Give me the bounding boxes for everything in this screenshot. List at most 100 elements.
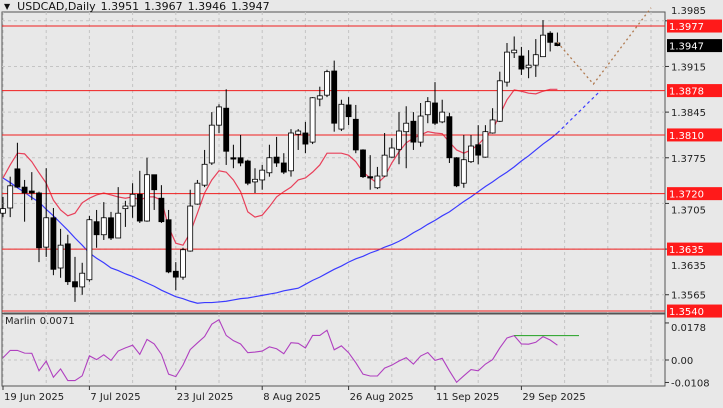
indicator-label: Marlin 0.0071 xyxy=(5,316,75,327)
indicator-axis-label: -0.0108 xyxy=(671,378,710,389)
bearish-candle xyxy=(475,144,482,156)
bullish-candle xyxy=(324,71,330,96)
bearish-candle xyxy=(280,162,287,173)
bullish-candle xyxy=(396,130,402,150)
bearish-candle xyxy=(136,193,143,222)
date-axis-label: 11 Sep 2025 xyxy=(436,392,499,403)
open-value: 1.3951 xyxy=(100,0,140,13)
symbol-timeframe: USDCAD,Daily xyxy=(17,0,96,13)
bullish-candle xyxy=(496,80,503,122)
level-price-label-box xyxy=(667,187,722,201)
forecast-path-line xyxy=(556,7,652,86)
main-price-panel[interactable] xyxy=(1,11,666,314)
bullish-candle xyxy=(338,103,345,130)
price-axis-label: 1.3635 xyxy=(671,261,706,272)
triangle-down-icon[interactable]: ▼ xyxy=(4,2,11,11)
bullish-candle xyxy=(43,217,50,248)
level-price-label-box xyxy=(667,242,722,256)
bearish-candle xyxy=(410,120,417,143)
bullish-candle xyxy=(532,54,539,66)
bullish-candle xyxy=(201,163,208,186)
bullish-candle xyxy=(439,111,446,123)
date-axis-label: 23 Jul 2025 xyxy=(177,392,234,403)
bearish-candle xyxy=(165,219,172,273)
bullish-candle xyxy=(374,175,381,189)
bullish-candle xyxy=(525,64,532,69)
level-price-label: 1.3720 xyxy=(669,190,704,201)
level-price-label: 1.3878 xyxy=(669,87,704,98)
bearish-candle xyxy=(360,149,366,178)
bullish-candle xyxy=(540,34,546,58)
date-axis-label: 8 Aug 2025 xyxy=(263,392,321,403)
marlin-oscillator-line xyxy=(2,318,558,384)
bullish-candle xyxy=(252,178,258,183)
level-price-label: 1.3810 xyxy=(669,131,704,142)
date-axis-label: 19 Jun 2025 xyxy=(4,392,64,403)
bullish-candle xyxy=(216,106,222,126)
bullish-candle xyxy=(424,101,431,116)
current-price-label: 1.3947 xyxy=(669,42,704,53)
bullish-candle xyxy=(259,169,266,181)
bullish-candle xyxy=(288,132,294,172)
bearish-candle xyxy=(28,190,35,194)
indicator-name: Marlin xyxy=(5,316,36,327)
bearish-candle xyxy=(446,116,453,159)
date-axis-label: 26 Aug 2025 xyxy=(350,392,414,403)
bearish-candle xyxy=(453,157,460,187)
bearish-candle xyxy=(93,221,100,236)
bearish-candle xyxy=(302,132,309,145)
bearish-candle xyxy=(273,156,280,164)
bullish-candle xyxy=(504,51,510,83)
bearish-candle xyxy=(345,104,352,118)
bearish-candle xyxy=(172,270,179,278)
bearish-candle xyxy=(158,197,165,223)
bearish-candle xyxy=(72,281,78,288)
bearish-candle xyxy=(244,160,251,184)
bullish-candle xyxy=(0,208,6,214)
bearish-candle xyxy=(151,174,158,191)
bullish-candle xyxy=(511,49,518,54)
bullish-candle xyxy=(194,182,201,205)
close-value: 1.3947 xyxy=(231,0,270,13)
bearish-candle xyxy=(547,32,554,43)
level-price-label-box xyxy=(667,19,722,33)
bearish-candle xyxy=(21,186,28,194)
bullish-candle xyxy=(460,159,467,184)
indicator-axis-label: 0.00 xyxy=(671,356,693,367)
bearish-candle xyxy=(14,168,21,188)
bullish-candle xyxy=(115,212,122,239)
bearish-candle xyxy=(518,55,525,70)
bullish-candle xyxy=(388,147,395,158)
bullish-candle xyxy=(417,115,424,143)
indicator-panel[interactable] xyxy=(1,313,666,387)
price-axis-label: 1.3565 xyxy=(671,291,706,302)
bearish-candle xyxy=(36,192,42,249)
bullish-candle xyxy=(7,185,14,209)
bullish-candle xyxy=(381,154,388,177)
price-axis-label: 1.3985 xyxy=(671,6,706,17)
date-axis-label: 7 Jul 2025 xyxy=(90,392,140,403)
bullish-candle xyxy=(100,217,107,236)
indicator-value: 0.0071 xyxy=(39,316,75,327)
level-price-label: 1.3635 xyxy=(669,245,704,256)
price-axis-label: 1.3775 xyxy=(671,154,706,165)
bearish-candle xyxy=(64,243,71,283)
chart-header: ▼ USDCAD,Daily 1.3951 1.3967 1.3946 1.39… xyxy=(4,1,270,13)
bearish-candle xyxy=(331,70,338,124)
current-price-label-box xyxy=(667,39,722,53)
bullish-candle xyxy=(482,131,489,158)
bullish-candle xyxy=(489,119,496,134)
bearish-candle xyxy=(367,176,374,179)
level-price-label: 1.3977 xyxy=(669,22,704,33)
indicator-axis-label: 0.0178 xyxy=(671,323,706,334)
price-axis-label: 1.3845 xyxy=(671,108,706,119)
level-price-label-box xyxy=(667,84,722,98)
bearish-candle xyxy=(432,102,438,124)
bullish-candle xyxy=(129,193,136,207)
bullish-candle xyxy=(79,272,86,288)
level-price-label: 1.3540 xyxy=(669,307,704,318)
high-value: 1.3967 xyxy=(144,0,183,13)
bullish-candle xyxy=(122,205,129,210)
bullish-candle xyxy=(86,219,93,281)
